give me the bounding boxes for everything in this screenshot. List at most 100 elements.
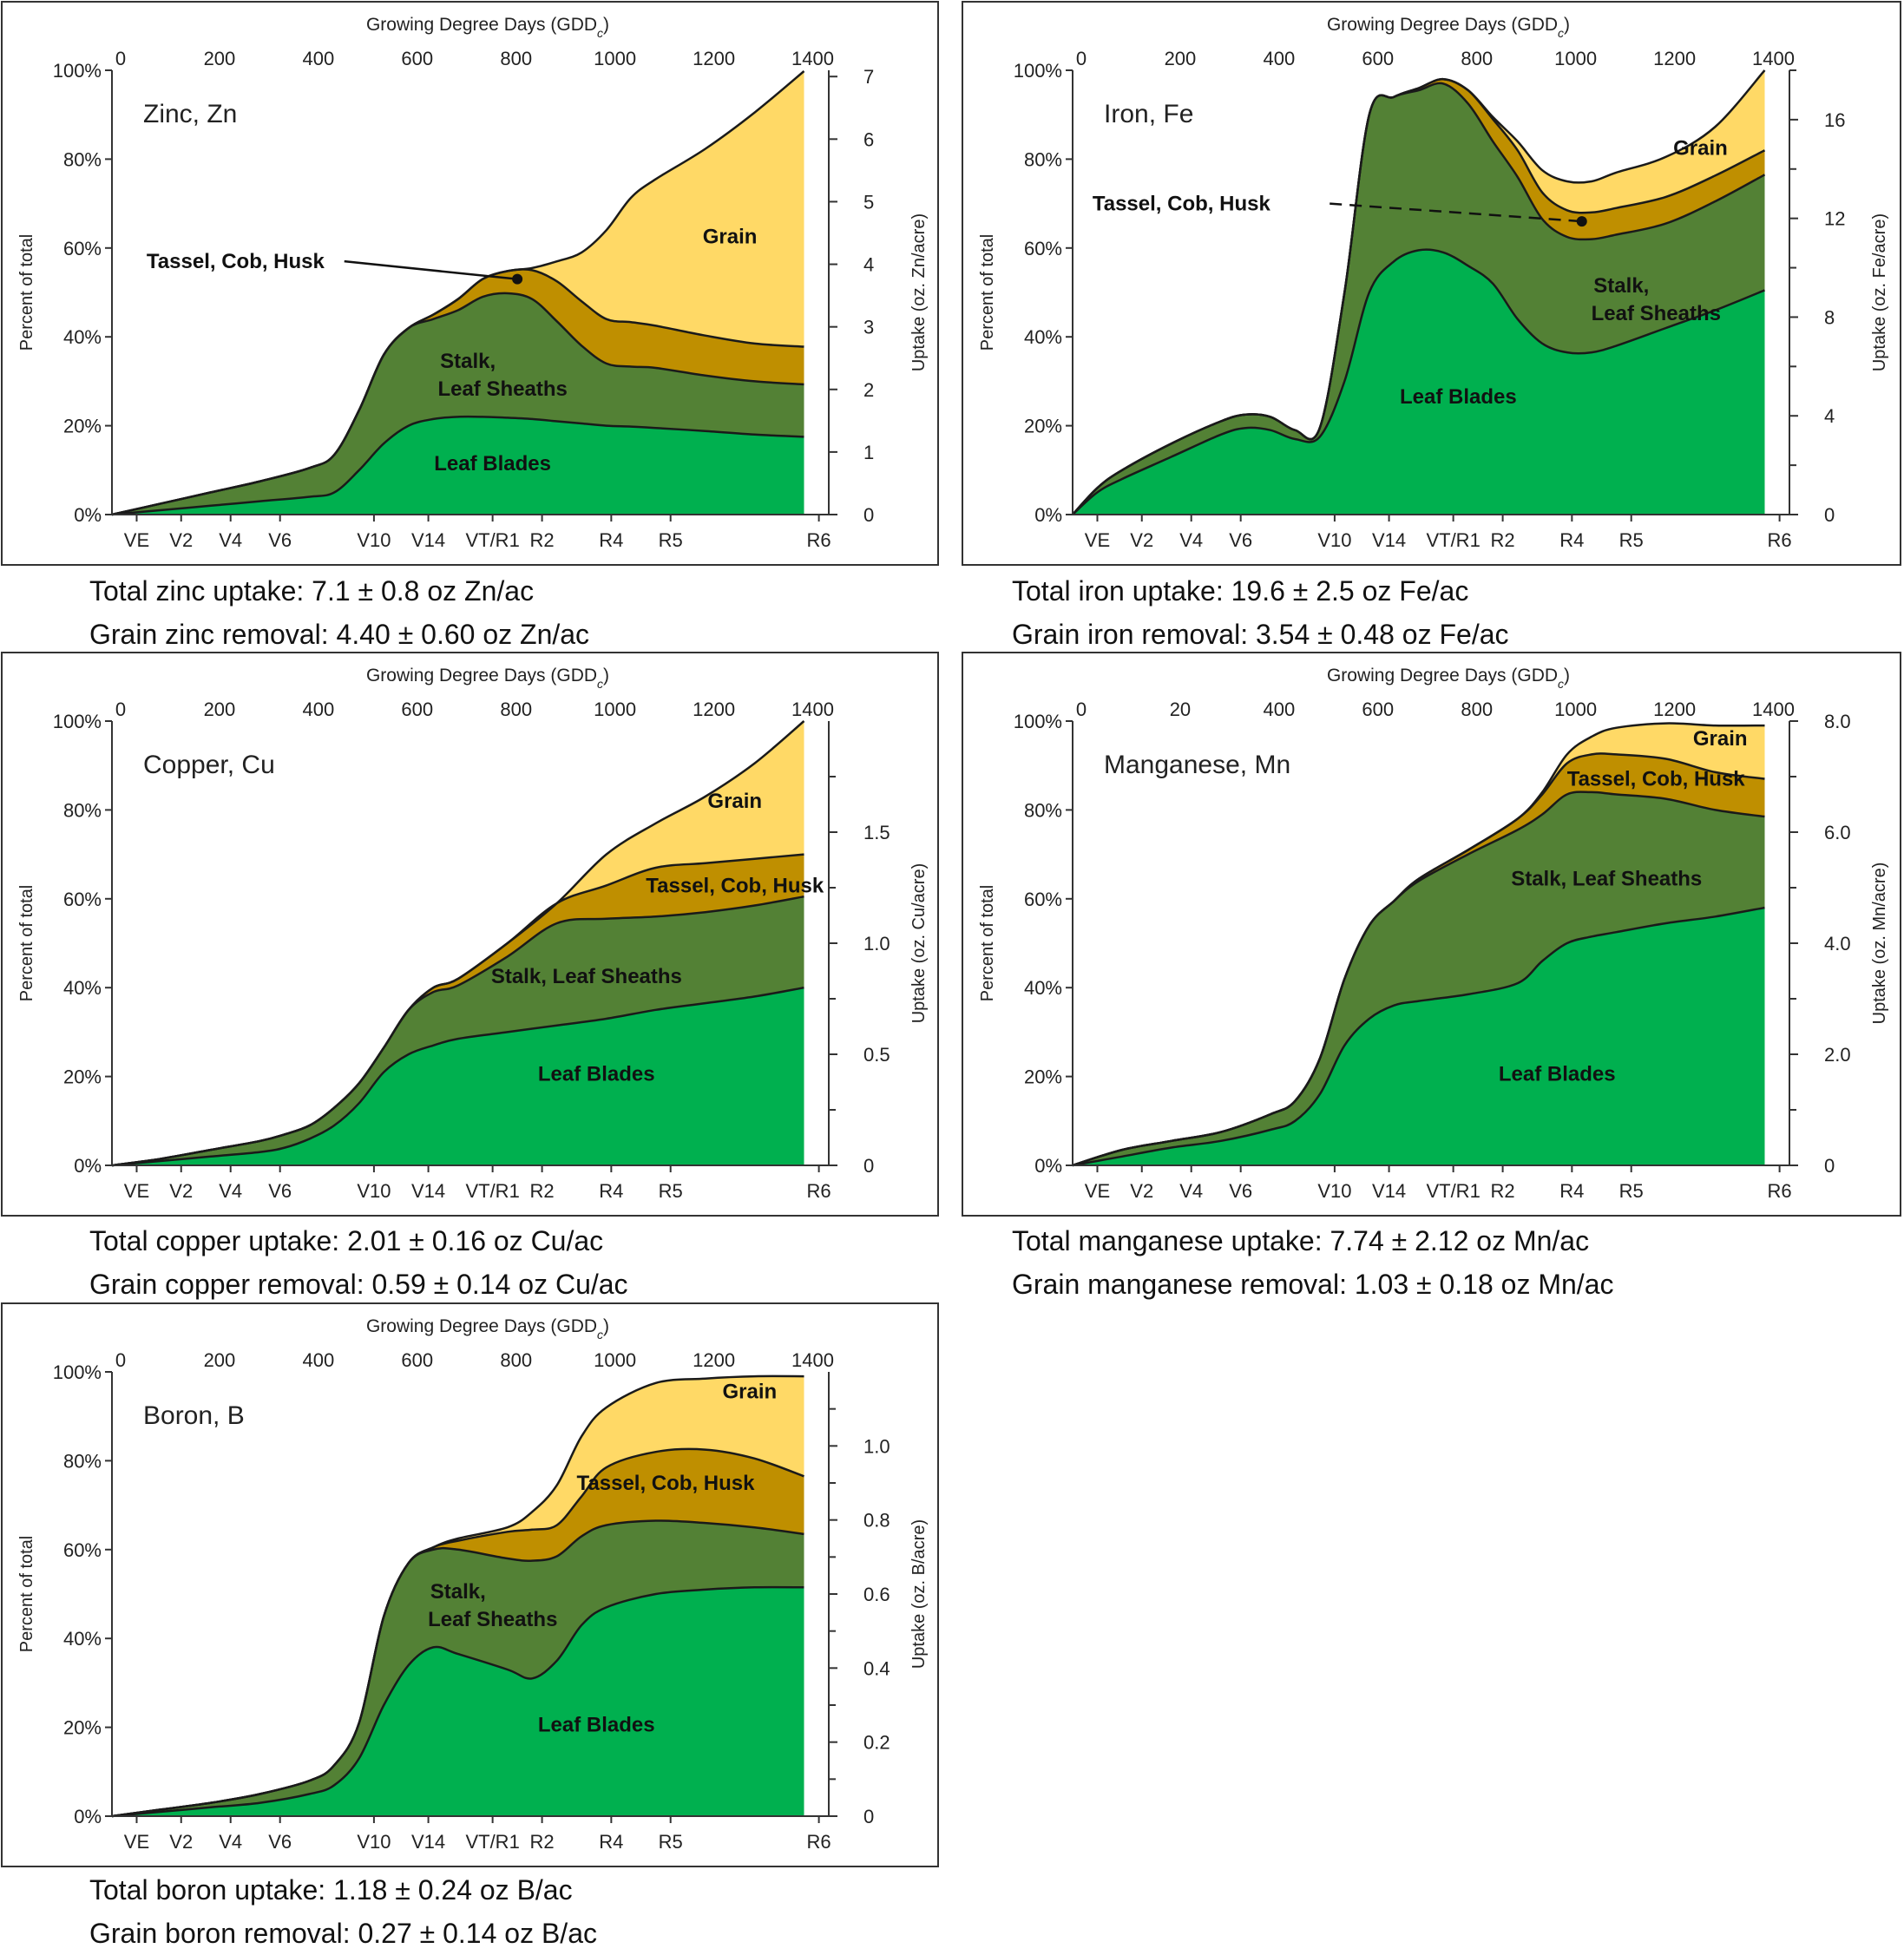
left-tick-label: 0% (74, 504, 102, 526)
iron-grain-removal: Grain iron removal: 3.54 ± 0.48 oz Fe/ac (1012, 619, 1509, 650)
stage-label: V6 (268, 529, 292, 551)
top-axis-title: Growing Degree Days (GDDc) (366, 666, 609, 691)
left-tick-label: 60% (63, 889, 102, 910)
chart-title: Boron, B (143, 1401, 245, 1430)
series-label-line: Stalk, (1593, 274, 1649, 298)
stage-label: V4 (219, 529, 242, 551)
stage-label: R4 (599, 1831, 623, 1853)
right-tick-label: 1.0 (863, 933, 890, 955)
top-axis-title-main: Growing Degree Days (GDD (1327, 15, 1558, 35)
left-tick-label: 60% (63, 1539, 102, 1561)
series-label-line: Leaf Sheaths (437, 377, 567, 401)
right-tick-label: 2.0 (1824, 1044, 1851, 1066)
stage-label: VE (124, 1831, 149, 1853)
stage-label: V2 (1130, 1180, 1153, 1202)
stage-label: VE (124, 529, 149, 551)
stage-label: V2 (1130, 529, 1153, 551)
top-tick-label: 20 (1170, 699, 1191, 720)
top-tick-label: 200 (204, 48, 236, 69)
boron-total-uptake: Total boron uptake: 1.18 ± 0.24 oz B/ac (89, 1874, 573, 1906)
top-tick-label: 1200 (693, 699, 735, 720)
right-tick-label: 0 (1824, 504, 1835, 526)
top-tick-label: 600 (1362, 699, 1394, 720)
series-label-tassel: Tassel, Cob, Husk (577, 1472, 756, 1495)
right-tick-label: 4 (1824, 405, 1835, 427)
stage-label: R4 (1559, 529, 1584, 551)
stage-label: V14 (1372, 529, 1406, 551)
left-tick-label: 20% (1024, 1066, 1062, 1088)
right-tick-label: 0.6 (863, 1584, 890, 1605)
top-axis-title-subscript: c (1558, 26, 1564, 40)
right-tick-label: 0 (863, 1155, 874, 1177)
top-tick-label: 400 (1264, 48, 1296, 69)
stage-label: VE (1085, 1180, 1110, 1202)
stage-label: V6 (268, 1831, 292, 1853)
series-label-grain: Grain (703, 226, 758, 249)
right-tick-label: 0 (1824, 1155, 1835, 1177)
top-tick-label: 1000 (594, 48, 636, 69)
left-tick-label: 0% (1034, 504, 1062, 526)
top-axis-title-end: ) (1564, 15, 1570, 35)
iron-caption: Total iron uptake: 19.6 ± 2.5 oz Fe/ac G… (1012, 569, 1509, 656)
series-label-tassel: Tassel, Cob, Husk (646, 874, 824, 897)
left-tick-label: 20% (63, 1717, 102, 1739)
series-label-leaf: Leaf Blades (538, 1063, 655, 1086)
top-tick-label: 400 (303, 699, 335, 720)
top-tick-label: 1200 (1653, 699, 1696, 720)
top-axis-title-end: ) (603, 15, 609, 35)
iron-total-uptake: Total iron uptake: 19.6 ± 2.5 oz Fe/ac (1012, 575, 1469, 607)
series-label-line: Stalk, (440, 350, 496, 373)
series-label-line: Leaf Blades (434, 452, 551, 476)
top-axis-title: Growing Degree Days (GDDc) (1327, 666, 1570, 691)
series-label-grain: Grain (723, 1381, 778, 1404)
stage-label: V4 (1179, 1180, 1203, 1202)
top-tick-label: 0 (1076, 699, 1087, 720)
series-label-leaf: Leaf Blades (1400, 385, 1517, 409)
stage-label: V14 (411, 1831, 445, 1853)
right-tick-label: 12 (1824, 208, 1845, 230)
left-axis-title: Percent of total (17, 1536, 36, 1653)
left-tick-label: 80% (63, 148, 102, 170)
top-tick-label: 200 (1165, 48, 1197, 69)
boron-chart-panel: 0% 20% 40% 60% 80% 100% Percent of total 0 200 40… (1, 1302, 939, 1867)
stage-label: V14 (411, 1180, 445, 1202)
top-tick-label: 0 (115, 48, 126, 69)
right-axis-title: Uptake (oz. Mn/acre) (1870, 863, 1889, 1025)
zinc-total-uptake: Total zinc uptake: 7.1 ± 0.8 oz Zn/ac (89, 575, 535, 607)
right-tick-label: 2 (863, 379, 874, 401)
copper-caption: Total copper uptake: 2.01 ± 0.16 oz Cu/a… (89, 1219, 628, 1306)
stage-label: VT/R1 (1426, 529, 1480, 551)
left-tick-label: 80% (63, 1450, 102, 1472)
stage-label: V10 (357, 1180, 391, 1202)
top-tick-label: 600 (401, 1349, 433, 1371)
series-label-line: Grain (1673, 136, 1728, 160)
left-tick-label: 40% (63, 977, 102, 999)
boundary-grain (1072, 69, 1766, 515)
right-tick-label: 6.0 (1824, 822, 1851, 843)
left-tick-label: 100% (1014, 711, 1062, 732)
top-axis-title-main: Growing Degree Days (GDD (366, 666, 597, 686)
copper-total-uptake: Total copper uptake: 2.01 ± 0.16 oz Cu/a… (89, 1225, 604, 1256)
top-axis-title-end: ) (603, 666, 609, 686)
right-tick-label: 0.5 (863, 1044, 890, 1066)
right-tick-label: 0.4 (863, 1657, 890, 1679)
top-tick-label: 200 (204, 699, 236, 720)
series-label-stalk: Stalk, Leaf Sheaths (1511, 867, 1702, 890)
series-label-stalk: Stalk, Leaf Sheaths (437, 350, 567, 401)
top-axis-title-end: ) (1564, 666, 1570, 686)
area-leaf (1073, 908, 1765, 1165)
stage-label: R5 (659, 1180, 683, 1202)
chart-title: Copper, Cu (143, 751, 275, 779)
top-tick-label: 0 (115, 1349, 126, 1371)
boron-chart-svg: 0% 20% 40% 60% 80% 100% Percent of total 0 200 40… (17, 1316, 929, 1853)
right-tick-label: 16 (1824, 109, 1845, 131)
series-label-stalk: Stalk, Leaf Sheaths (491, 965, 682, 988)
top-tick-label: 1400 (791, 48, 834, 69)
series-label-leaf: Leaf Blades (1499, 1063, 1616, 1086)
area-leaf (112, 987, 804, 1165)
left-tick-label: 40% (1024, 977, 1062, 999)
left-tick-label: 0% (74, 1806, 102, 1827)
area-leaf (112, 1587, 804, 1816)
left-tick-label: 20% (63, 416, 102, 437)
left-tick-label: 100% (53, 711, 102, 732)
